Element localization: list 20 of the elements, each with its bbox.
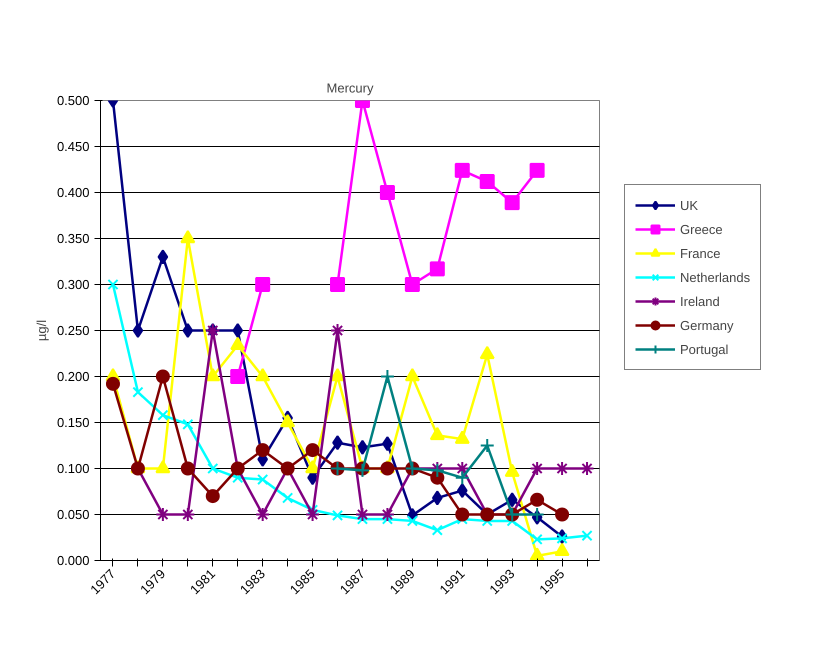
legend-label: Greece [680,222,723,236]
legend-label: Ireland [680,294,720,308]
y-tick-label: 0.500 [56,93,90,108]
y-tick-label: 0.200 [56,369,90,384]
y-tick-label: 0.300 [56,277,90,292]
y-tick-label: 0.450 [56,139,90,154]
y-tick-label: 0.000 [56,553,90,568]
y-tick-label: 0.150 [56,415,90,430]
y-tick-label: 0.100 [56,461,90,476]
legend-label: Netherlands [680,270,750,284]
legend-label: Portugal [680,342,728,356]
chart-title: Mercury [326,80,374,96]
y-tick-label: 0.050 [56,507,90,522]
y-tick-label: 0.400 [56,185,90,200]
legend-label: UK [680,198,700,212]
y-tick-label: 0.250 [56,323,90,338]
y-axis-title: µg/l [34,320,49,342]
legend-label: France [680,246,720,260]
y-tick-label: 0.350 [56,231,90,246]
legend-label: Germany [680,318,734,332]
